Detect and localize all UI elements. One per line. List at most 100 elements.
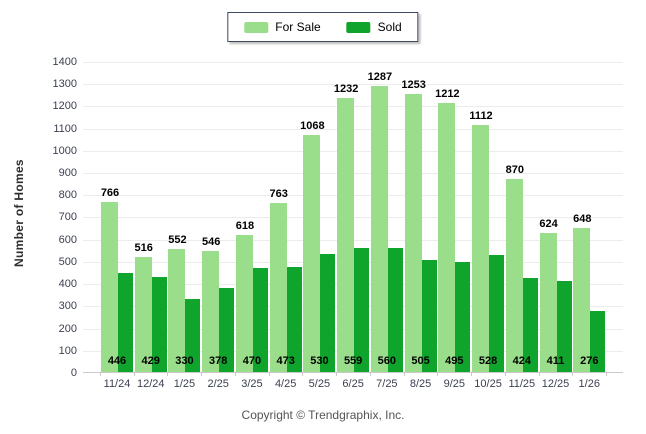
bar-group: 552 330 1/25 bbox=[167, 62, 201, 390]
bar-group: 1232 559 6/25 bbox=[334, 62, 370, 390]
y-axis-tick-label: 600 bbox=[58, 234, 77, 246]
sold-bar bbox=[387, 248, 403, 372]
for-sale-value-label: 1112 bbox=[469, 110, 493, 122]
gridline bbox=[83, 84, 623, 85]
for-sale-bar bbox=[539, 233, 557, 372]
x-axis-tick-mark bbox=[539, 372, 540, 376]
sold-bar bbox=[590, 311, 606, 372]
x-axis-category-label: 10/25 bbox=[474, 378, 502, 390]
sold-legend-label: Sold bbox=[377, 20, 402, 34]
for-sale-bar bbox=[269, 203, 287, 372]
for-sale-value-label: 1253 bbox=[401, 79, 426, 91]
for-sale-bar bbox=[370, 86, 388, 372]
y-axis-tick-label: 500 bbox=[58, 256, 77, 268]
bar-group: 1212 495 9/25 bbox=[435, 62, 471, 390]
x-axis-tick-mark bbox=[302, 372, 303, 376]
sold-value-label: 446 bbox=[107, 355, 127, 367]
for-sale-bar bbox=[235, 235, 253, 372]
sold-value-label: 495 bbox=[445, 355, 464, 367]
x-axis-tick-mark bbox=[167, 372, 168, 376]
sold-bar bbox=[556, 281, 572, 372]
for-sale-value-label: 1232 bbox=[333, 83, 359, 95]
for-sale-bar bbox=[472, 125, 490, 372]
x-axis-tick-mark bbox=[100, 372, 101, 376]
x-axis-category-label: 5/25 bbox=[308, 378, 331, 390]
for-sale-value-label: 766 bbox=[100, 187, 120, 199]
y-axis-tick-label: 1200 bbox=[52, 100, 77, 112]
x-axis-tick-mark bbox=[235, 372, 236, 376]
x-axis-category-label: 9/25 bbox=[443, 378, 466, 390]
for-sale-value-label: 763 bbox=[269, 188, 288, 200]
sold-value-label: 530 bbox=[310, 355, 329, 367]
x-axis-category-label: 1/26 bbox=[578, 378, 600, 390]
y-axis-tick-label: 900 bbox=[58, 167, 77, 179]
for-sale-value-label: 618 bbox=[235, 220, 255, 232]
sold-bar bbox=[455, 262, 471, 372]
for-sale-value-label: 1212 bbox=[435, 88, 460, 100]
y-axis-tick-label: 1300 bbox=[52, 78, 77, 90]
for-sale-bar bbox=[505, 179, 523, 372]
y-axis-tick-label: 800 bbox=[58, 189, 77, 201]
bar-group: 763 473 4/25 bbox=[269, 62, 303, 390]
bar-group: 1068 530 5/25 bbox=[300, 62, 336, 390]
bar-group: 618 470 3/25 bbox=[235, 62, 269, 390]
plot-area: 0 100 200 300 400 500 600 700 800 900 1000 1100 1200… bbox=[53, 56, 623, 390]
sold-value-label: 470 bbox=[242, 355, 262, 367]
x-axis-category-label: 2/25 bbox=[207, 378, 229, 390]
for-sale-value-label: 1287 bbox=[367, 71, 393, 83]
x-axis-tick-mark bbox=[505, 372, 506, 376]
x-axis-tick-mark bbox=[437, 372, 438, 376]
sold-value-label: 528 bbox=[478, 355, 498, 367]
for-sale-bar bbox=[202, 251, 220, 372]
for-sale-bar bbox=[168, 249, 186, 372]
sold-bar bbox=[489, 255, 505, 372]
y-axis-tick-label: 1000 bbox=[52, 145, 77, 157]
sold-value-label: 424 bbox=[512, 355, 531, 367]
legend: For Sale Sold bbox=[227, 12, 419, 42]
x-axis-tick-mark bbox=[336, 372, 337, 376]
bar-group: 516 429 12/24 bbox=[134, 62, 168, 390]
for-sale-value-label: 552 bbox=[168, 234, 187, 246]
for-sale-value-label: 870 bbox=[505, 164, 524, 176]
sold-bar bbox=[118, 273, 133, 372]
sold-value-label: 473 bbox=[276, 355, 295, 367]
for-sale-value-label: 546 bbox=[202, 236, 221, 248]
for-sale-bar bbox=[337, 98, 355, 372]
bar-group: 870 424 11/25 bbox=[505, 62, 539, 390]
sold-bar bbox=[151, 277, 167, 372]
sold-value-label: 505 bbox=[411, 355, 430, 367]
x-axis-category-label: 11/25 bbox=[508, 378, 536, 390]
sold-value-label: 559 bbox=[343, 355, 363, 367]
sold-bar bbox=[252, 268, 268, 372]
x-axis-tick-mark bbox=[404, 372, 405, 376]
sold-bar bbox=[219, 288, 235, 372]
y-axis-tick-label: 300 bbox=[58, 300, 77, 312]
bar-group: 546 378 2/25 bbox=[201, 62, 235, 390]
for-sale-bar bbox=[573, 228, 591, 372]
x-axis-category-label: 4/25 bbox=[274, 378, 297, 390]
sold-value-label: 276 bbox=[580, 355, 599, 367]
x-axis-tick-mark bbox=[134, 372, 135, 376]
y-axis-tick-label: 1100 bbox=[53, 123, 77, 135]
x-axis-category-label: 7/25 bbox=[376, 378, 398, 390]
x-axis-category-label: 11/24 bbox=[103, 378, 131, 390]
y-axis-tick-label: 200 bbox=[58, 323, 77, 335]
for-sale-value-label: 516 bbox=[134, 242, 153, 254]
bar-group: 1112 528 10/25 bbox=[469, 62, 505, 390]
bar-group: 1287 560 7/25 bbox=[368, 62, 404, 390]
bar-group: 1253 505 8/25 bbox=[401, 62, 438, 390]
for-sale-legend-swatch bbox=[244, 21, 269, 33]
sold-value-label: 560 bbox=[377, 355, 397, 367]
sold-value-label: 378 bbox=[209, 355, 228, 367]
sold-bar bbox=[522, 278, 538, 372]
y-axis-tick-label: 0 bbox=[70, 367, 77, 379]
y-axis-tick-label: 700 bbox=[58, 211, 77, 223]
for-sale-value-label: 1068 bbox=[300, 120, 325, 132]
x-axis-tick-mark bbox=[269, 372, 270, 376]
y-axis-tick-label: 1400 bbox=[52, 56, 77, 68]
x-axis-tick-mark bbox=[572, 372, 573, 376]
sold-value-label: 429 bbox=[141, 355, 160, 367]
x-axis-category-label: 1/25 bbox=[173, 378, 196, 390]
copyright-text: Copyright © Trendgraphix, Inc. bbox=[241, 408, 405, 422]
